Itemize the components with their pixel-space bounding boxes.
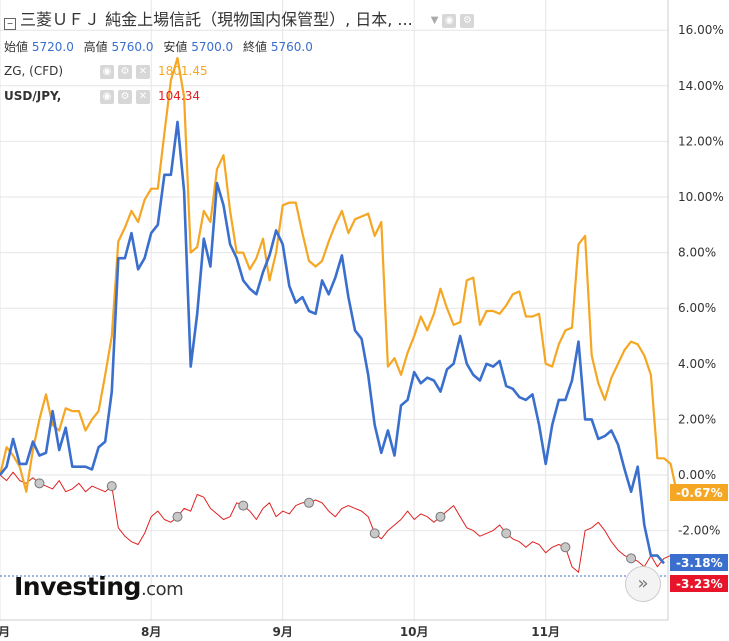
y-tick-label: 12.00% — [678, 134, 724, 148]
x-tick-label: 9月 — [273, 625, 293, 639]
collapse-box-icon[interactable]: − — [4, 18, 16, 30]
y-tick-label: 14.00% — [678, 79, 724, 93]
y-tick-label: 6.00% — [678, 301, 716, 315]
logo-main: Investing — [14, 572, 141, 601]
close-label: 終値 — [243, 40, 268, 54]
y-tick-label: -2.00% — [678, 524, 720, 538]
scroll-forward-button[interactable]: » — [625, 566, 661, 602]
close-icon[interactable]: ✕ — [136, 89, 150, 104]
eye-icon[interactable]: ◉ — [442, 13, 457, 28]
last-value-tag-gold: -0.67% — [676, 486, 723, 500]
y-tick-label: 8.00% — [678, 246, 716, 260]
open-value: 5720.0 — [31, 40, 74, 54]
x-tick-label: 11月 — [531, 625, 560, 639]
low-label: 安値 — [163, 40, 188, 54]
last-value-tag-main: -3.18% — [676, 556, 723, 570]
series-row-gold[interactable]: ZG, (CFD) ◉ ⚙ ✕ 1801.45 — [4, 64, 208, 79]
y-tick-label: 4.00% — [678, 357, 716, 371]
series-name-usdjpy: USD/JPY, — [4, 89, 62, 103]
last-value-tag-main-bg — [670, 554, 728, 571]
eye-icon[interactable]: ◉ — [100, 89, 114, 104]
event-marker — [34, 478, 45, 489]
event-marker — [560, 542, 571, 553]
event-marker — [626, 553, 637, 564]
y-tick-label: 0.00% — [678, 468, 716, 482]
investing-logo[interactable]: Investing.com — [14, 572, 184, 601]
y-tick-label: 16.00% — [678, 23, 724, 37]
event-marker — [106, 481, 117, 492]
high-label: 高値 — [83, 40, 108, 54]
gear-icon[interactable]: ⚙ — [460, 13, 475, 28]
x-tick-label: 8月 — [141, 625, 161, 639]
ohlc-row: 始値 5720.0 高値 5760.0 安値 5700.0 終値 5760.0 — [4, 38, 319, 55]
series-line-usdjpy — [0, 471, 678, 573]
series-row-usdjpy[interactable]: USD/JPY, ◉ ⚙ ✕ 104.34 — [4, 89, 200, 104]
event-marker — [238, 500, 249, 511]
series-value-usdjpy: 104.34 — [158, 89, 200, 103]
high-value: 5760.0 — [111, 40, 154, 54]
y-tick-label: 2.00% — [678, 412, 716, 426]
event-marker — [303, 497, 314, 508]
low-value: 5700.0 — [191, 40, 234, 54]
event-marker — [435, 511, 446, 522]
chevron-down-icon[interactable]: ▼ — [430, 15, 439, 26]
gear-icon[interactable]: ⚙ — [118, 64, 132, 79]
close-value: 5760.0 — [270, 40, 313, 54]
series-line-gold — [0, 56, 679, 494]
x-tick-label: 7月 — [0, 625, 10, 639]
chart-title-row: − 三菱ＵＦＪ 純金上場信託（現物国内保管型）, 日本, ... ▼ ◉ ⚙ — [4, 6, 475, 30]
series-name-gold: ZG, (CFD) — [4, 64, 64, 78]
open-label: 始値 — [4, 40, 29, 54]
close-icon[interactable]: ✕ — [136, 64, 150, 79]
eye-icon[interactable]: ◉ — [100, 64, 114, 79]
gear-icon[interactable]: ⚙ — [118, 89, 132, 104]
x-tick-label: 10月 — [400, 625, 429, 639]
series-line-main — [0, 120, 665, 565]
last-value-tag-usdjpy: -3.23% — [676, 577, 723, 591]
last-value-tag-gold-bg — [670, 484, 728, 501]
event-marker — [172, 511, 183, 522]
last-value-tag-usdjpy-bg — [670, 575, 728, 592]
event-marker — [369, 528, 380, 539]
double-chevron-right-icon: » — [637, 573, 649, 594]
logo-suffix: .com — [140, 579, 184, 600]
series-value-gold: 1801.45 — [158, 64, 208, 78]
y-tick-label: 10.00% — [678, 190, 724, 204]
chart-title: 三菱ＵＦＪ 純金上場信託（現物国内保管型）, 日本, ... — [20, 10, 413, 29]
event-marker — [501, 528, 512, 539]
